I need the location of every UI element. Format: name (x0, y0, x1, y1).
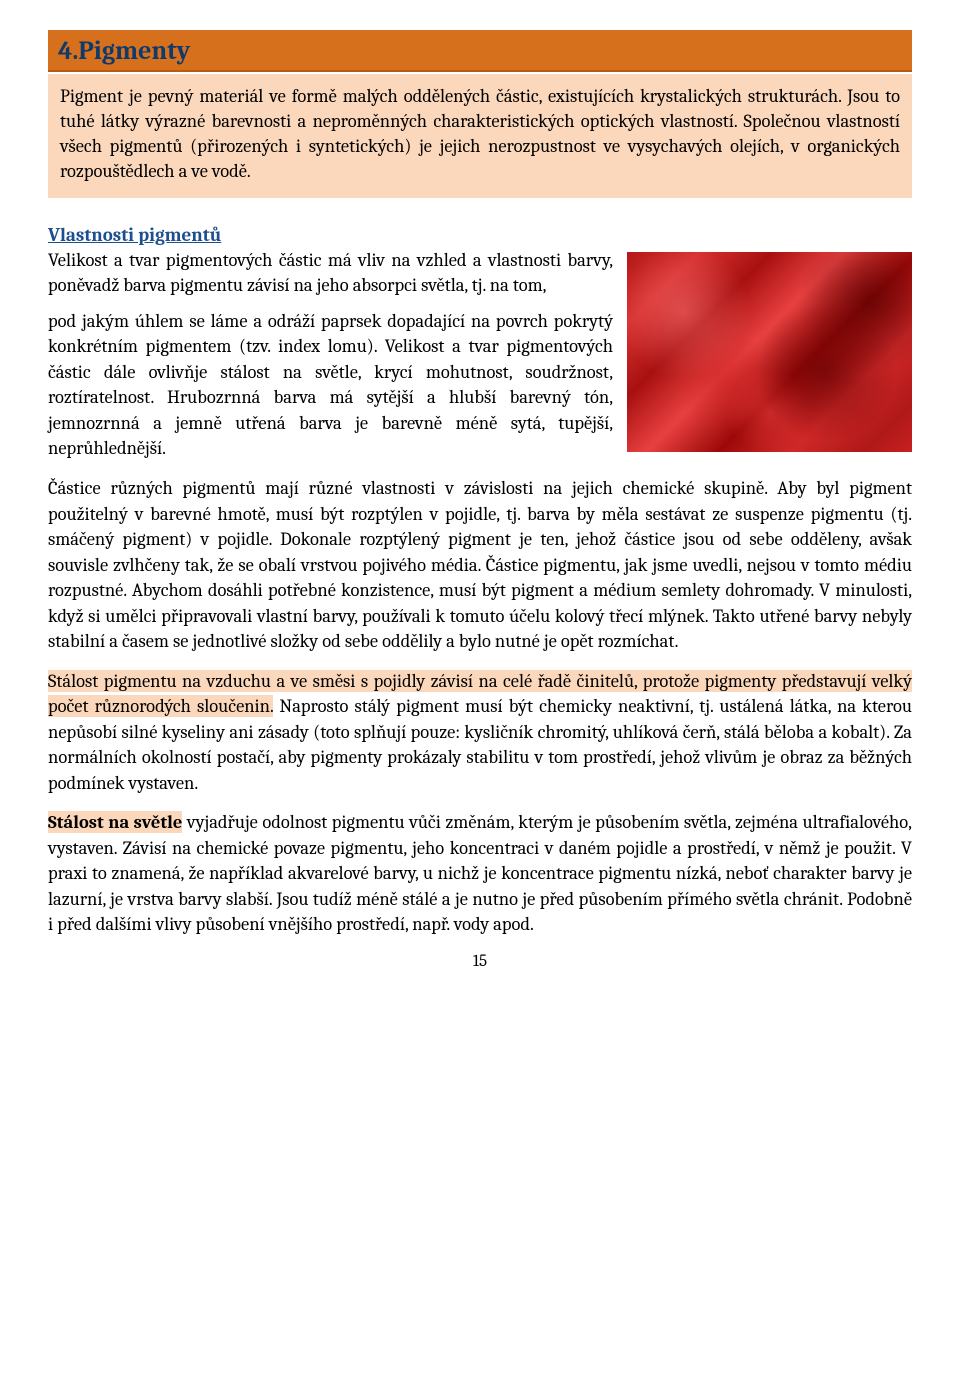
section-title: 4.Pigmenty (58, 36, 190, 66)
intro-highlight-box: Pigment je pevný materiál ve formě malýc… (48, 74, 912, 198)
subheading-properties: Vlastnosti pigmentů (48, 224, 912, 246)
paragraph-2: Částice různých pigmentů mají různé vlas… (48, 476, 912, 655)
section-title-bar: 4.Pigmenty (48, 30, 912, 72)
paragraph-4: Stálost na světle vyjadřuje odolnost pig… (48, 810, 912, 938)
page-number: 15 (48, 952, 912, 971)
pigment-image (627, 252, 912, 452)
highlight-stalost-na-svetle-bold: Stálost na světle (48, 811, 182, 833)
highlight-stalost-na-svetle: Stálost na světle (48, 811, 182, 833)
properties-section: Vlastnosti pigmentů Velikost a tvar pigm… (48, 224, 912, 476)
paragraph-3: Stálost pigmentu na vzduchu a ve směsi s… (48, 669, 912, 797)
